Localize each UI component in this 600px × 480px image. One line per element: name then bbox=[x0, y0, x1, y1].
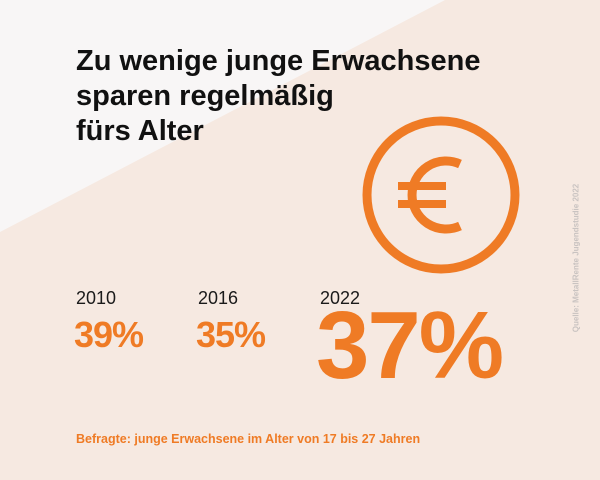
year-2016-label: 2016 bbox=[198, 288, 239, 308]
title-line-1: Zu wenige junge Erwachsene bbox=[76, 45, 481, 77]
year-2010-label: 2010 bbox=[76, 288, 117, 308]
euro-circle-icon bbox=[362, 116, 520, 274]
value-2016: 35% bbox=[196, 314, 266, 355]
value-2010: 39% bbox=[74, 314, 144, 355]
source-credit: Quelle: MetallRente Jugendstudie 2022 bbox=[571, 183, 581, 333]
year-2022-label: 2022 bbox=[320, 288, 361, 308]
survey-note: Befragte: junge Erwachsene im Alter von … bbox=[76, 432, 421, 446]
page-title: Zu wenige junge Erwachsene sparen regelm… bbox=[76, 44, 546, 149]
value-2022: 37% bbox=[316, 292, 504, 399]
title-line-2: sparen regelmäßig bbox=[76, 80, 334, 112]
title-line-3: fürs Alter bbox=[76, 115, 204, 147]
